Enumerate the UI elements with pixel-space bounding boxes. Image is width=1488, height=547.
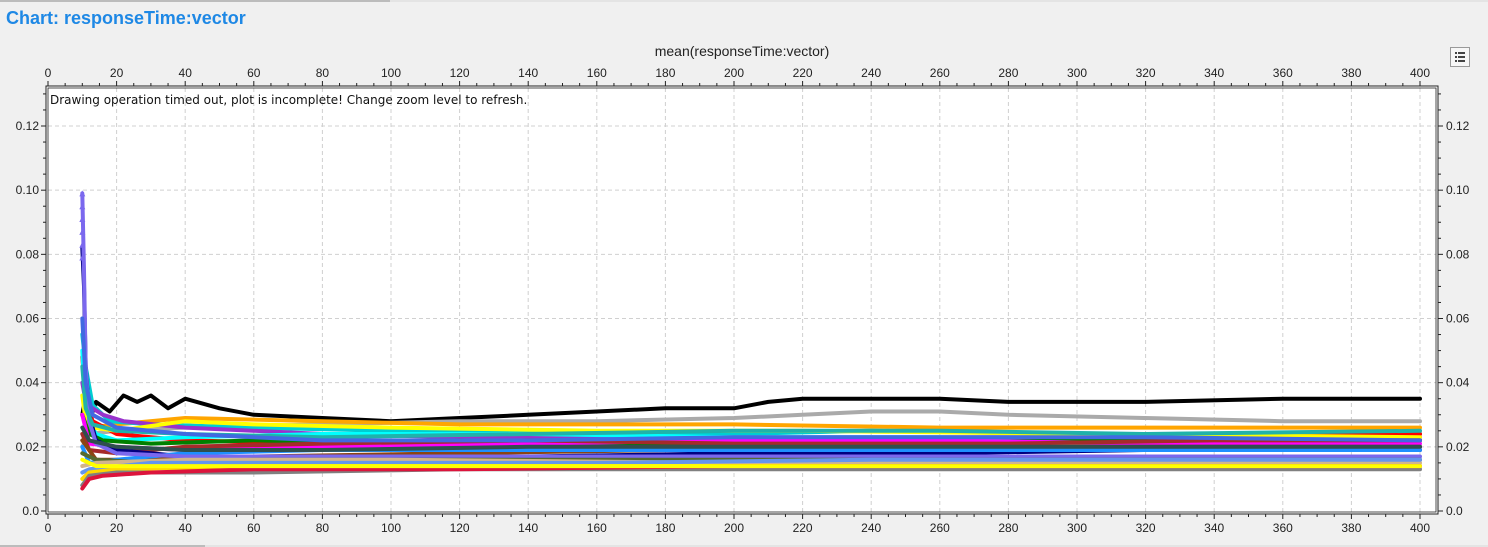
series-line-25 <box>80 457 1422 469</box>
x-tick-label-bottom: 240 <box>861 521 881 535</box>
x-tick-label-top: 60 <box>247 66 261 80</box>
x-tick-label-top: 40 <box>179 66 193 80</box>
x-tick-label-top: 0 <box>45 66 52 80</box>
x-tick-label-top: 220 <box>793 66 813 80</box>
x-tick-label-top: 80 <box>316 66 330 80</box>
legend-toggle-button[interactable] <box>1450 47 1470 67</box>
x-tick-label-bottom: 360 <box>1273 521 1293 535</box>
series-layer <box>79 190 1422 491</box>
x-tick-label-top: 100 <box>381 66 401 80</box>
timeout-message: Drawing operation timed out, plot is inc… <box>50 93 527 107</box>
x-tick-label-top: 260 <box>930 66 950 80</box>
x-tick-label-bottom: 100 <box>381 521 401 535</box>
x-tick-label-top: 380 <box>1341 66 1361 80</box>
x-tick-label-bottom: 180 <box>655 521 675 535</box>
series-marker <box>79 216 86 223</box>
x-tick-label-top: 160 <box>587 66 607 80</box>
y-tick-label-right: 0.04 <box>1446 376 1470 390</box>
x-tick-label-bottom: 140 <box>518 521 538 535</box>
x-tick-label-top: 280 <box>998 66 1018 80</box>
y-tick-label-left: 0.10 <box>16 183 40 197</box>
series-line-23 <box>80 316 1422 443</box>
x-tick-label-top: 400 <box>1410 66 1430 80</box>
y-tick-label-right: 0.02 <box>1446 440 1470 454</box>
series-marker <box>79 190 86 197</box>
x-tick-label-top: 240 <box>861 66 881 80</box>
x-tick-label-top: 340 <box>1204 66 1224 80</box>
y-tick-label-left: 0.08 <box>16 247 40 261</box>
x-tick-label-bottom: 340 <box>1204 521 1224 535</box>
plot-inner-frame <box>47 87 1437 513</box>
x-tick-label-top: 320 <box>1136 66 1156 80</box>
x-tick-label-top: 300 <box>1067 66 1087 80</box>
chart-heading: Chart: responseTime:vector <box>6 8 246 28</box>
x-tick-label-bottom: 40 <box>179 521 193 535</box>
y-tick-label-right: 0.12 <box>1446 119 1470 133</box>
x-tick-label-bottom: 60 <box>247 521 261 535</box>
y-tick-label-left: 0.02 <box>16 440 40 454</box>
series-marker <box>79 228 86 235</box>
series-marker <box>79 241 86 248</box>
y-tick-label-left: 0.0 <box>22 504 39 518</box>
chart-header: Chart: responseTime:vector <box>0 0 1488 40</box>
x-tick-label-bottom: 320 <box>1136 521 1156 535</box>
x-tick-label-bottom: 300 <box>1067 521 1087 535</box>
x-tick-label-bottom: 220 <box>793 521 813 535</box>
y-tick-label-right: 0.0 <box>1446 504 1463 518</box>
series-marker <box>79 203 86 210</box>
y-tick-label-left: 0.04 <box>16 376 40 390</box>
x-tick-label-bottom: 20 <box>110 521 124 535</box>
x-tick-label-bottom: 380 <box>1341 521 1361 535</box>
axis-layer: 0 0 20 20 40 40 60 60 80 80 100 100 120 120 140 140 160 1… <box>16 66 1470 535</box>
x-tick-label-top: 200 <box>724 66 744 80</box>
x-tick-label-top: 360 <box>1273 66 1293 80</box>
y-tick-label-left: 0.12 <box>16 119 40 133</box>
series-line-22 <box>80 364 1422 440</box>
x-tick-label-bottom: 260 <box>930 521 950 535</box>
x-tick-label-bottom: 400 <box>1410 521 1430 535</box>
y-tick-label-right: 0.08 <box>1446 247 1470 261</box>
series-line-1 <box>80 393 1422 424</box>
x-tick-label-bottom: 280 <box>998 521 1018 535</box>
series-marker <box>79 254 86 261</box>
x-tick-label-bottom: 120 <box>450 521 470 535</box>
top-tab-indicator <box>0 0 390 2</box>
series-line-18 <box>80 457 1422 475</box>
x-tick-label-top: 180 <box>655 66 675 80</box>
series-line-24 <box>80 425 1422 452</box>
chart-title: mean(responseTime:vector) <box>655 43 830 59</box>
x-tick-label-top: 120 <box>450 66 470 80</box>
series-line-17 <box>80 457 1422 469</box>
x-tick-label-bottom: 160 <box>587 521 607 535</box>
x-tick-label-bottom: 200 <box>724 521 744 535</box>
chart-area[interactable]: 0 0 20 20 40 40 60 60 80 80 100 100 120 120 140 140 160 1… <box>0 40 1488 545</box>
top-divider <box>0 0 1488 2</box>
x-tick-label-bottom: 80 <box>316 521 330 535</box>
bottom-divider <box>0 545 1488 547</box>
x-tick-label-top: 20 <box>110 66 124 80</box>
plot-frame <box>45 85 1439 515</box>
bottom-scroll-indicator[interactable] <box>0 545 205 547</box>
x-tick-label-bottom: 0 <box>45 521 52 535</box>
y-tick-label-left: 0.06 <box>16 312 40 326</box>
y-tick-label-right: 0.10 <box>1446 183 1470 197</box>
y-tick-label-right: 0.06 <box>1446 312 1470 326</box>
legend-list-icon <box>1455 52 1465 62</box>
x-tick-label-top: 140 <box>518 66 538 80</box>
